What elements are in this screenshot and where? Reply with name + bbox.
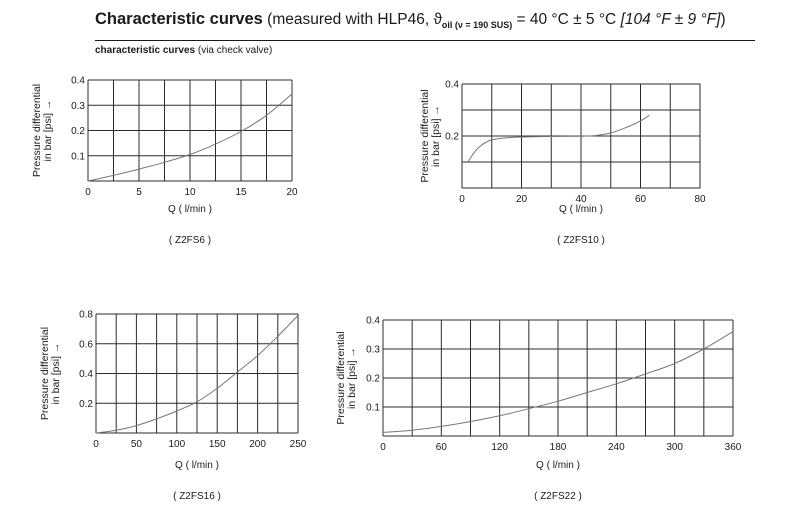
title-close: ) — [720, 11, 726, 28]
series-line — [95, 315, 299, 434]
x-tick-label: 120 — [491, 442, 508, 453]
page-title: Characteristic curves (measured with HLP… — [95, 10, 785, 30]
model-label: ( Z2FS22 ) — [534, 491, 582, 502]
series-line — [467, 114, 650, 163]
x-tick-label: 40 — [575, 194, 587, 205]
x-tick-label: 0 — [85, 187, 91, 198]
x-axis-title: Q ( l/min ) — [175, 460, 219, 471]
subheading-bold: characteristic curves — [95, 45, 196, 56]
x-tick-label: 240 — [608, 442, 625, 453]
chart-z2fs6: 0 5 10 15 20 0.1 0.2 0.3 0.4 Q ( l/min ) Pressure … — [31, 76, 298, 247]
chart-z2fs10: 0 20 40 60 80 0.2 0.4 Q ( l/min ) Pressure diffe… — [419, 80, 706, 247]
x-tick-label: 250 — [290, 439, 307, 450]
subheading: characteristic curves (via check valve) — [95, 45, 272, 56]
x-tick-label: 10 — [184, 187, 196, 198]
model-label: ( Z2FS6 ) — [169, 235, 211, 246]
y-tick-label: 0.2 — [71, 126, 85, 137]
chart-z2fs16: 0 50 100 150 200 250 0.2 0.4 0.6 0.8 Q ( l/min ) Pr… — [39, 310, 307, 503]
x-tick-label: 50 — [131, 439, 143, 450]
x-tick-label: 300 — [666, 442, 683, 453]
x-tick-label: 0 — [459, 194, 465, 205]
x-tick-label: 15 — [235, 187, 247, 198]
y-axis-title-line2: in bar [psi] → — [50, 343, 62, 405]
y-axis-title-line2: in bar [psi] → — [430, 105, 442, 167]
y-tick-label: 0.2 — [366, 374, 380, 385]
y-axis-title-line1: Pressure differential — [335, 331, 347, 424]
y-tick-label: 0.2 — [79, 399, 93, 410]
x-tick-label: 20 — [516, 194, 528, 205]
y-tick-label: 0.6 — [79, 339, 93, 350]
subheading-regular: (via check valve) — [197, 45, 273, 56]
y-tick-label: 0.4 — [71, 76, 85, 87]
title-underline — [95, 40, 755, 41]
model-label: ( Z2FS10 ) — [557, 235, 605, 246]
y-tick-label: 0.2 — [445, 132, 459, 143]
x-tick-label: 60 — [436, 442, 448, 453]
y-tick-label: 0.3 — [366, 345, 380, 356]
y-tick-label: 0.1 — [366, 403, 380, 414]
y-tick-label: 0.1 — [71, 151, 85, 162]
title-italic: [104 °F ± 9 °F] — [620, 11, 721, 28]
y-axis-title-line1: Pressure differential — [39, 327, 51, 420]
x-tick-label: 60 — [635, 194, 647, 205]
series-line — [87, 93, 293, 182]
x-axis-title: Q ( l/min ) — [168, 204, 212, 215]
y-axis-title-line1: Pressure differential — [31, 84, 43, 177]
x-tick-label: 180 — [550, 442, 567, 453]
y-tick-label: 0.8 — [79, 310, 93, 321]
y-tick-label: 0.4 — [445, 80, 459, 91]
y-tick-label: 0.4 — [366, 316, 380, 327]
x-tick-label: 5 — [136, 187, 142, 198]
x-tick-label: 150 — [209, 439, 226, 450]
x-tick-label: 100 — [168, 439, 185, 450]
chart-z2fs22: 0 60 120 180 240 300 360 0.1 0.2 0.3 0.4 Q ( l/min … — [335, 316, 742, 503]
x-tick-label: 0 — [93, 439, 99, 450]
y-axis-title-line1: Pressure differential — [419, 89, 431, 182]
y-tick-label: 0.3 — [71, 101, 85, 112]
title-subscript: oil (ν = 190 SUS) — [441, 20, 513, 30]
x-tick-label: 0 — [380, 442, 386, 453]
model-label: ( Z2FS16 ) — [173, 491, 221, 502]
title-bold: Characteristic curves — [95, 10, 263, 28]
x-axis-title: Q ( l/min ) — [559, 204, 603, 215]
y-axis-title-line2: in bar [psi] → — [42, 100, 54, 162]
x-axis-title: Q ( l/min ) — [536, 460, 580, 471]
title-regular: (measured with HLP46, ϑ — [267, 11, 442, 28]
y-axis-title-line2: in bar [psi] → — [346, 347, 358, 409]
x-tick-label: 360 — [725, 442, 742, 453]
x-tick-label: 80 — [694, 194, 706, 205]
title-rest: = 40 °C ± 5 °C — [516, 11, 617, 28]
x-tick-label: 20 — [286, 187, 298, 198]
series-line — [382, 331, 734, 433]
x-tick-label: 200 — [249, 439, 266, 450]
y-tick-label: 0.4 — [79, 369, 93, 380]
